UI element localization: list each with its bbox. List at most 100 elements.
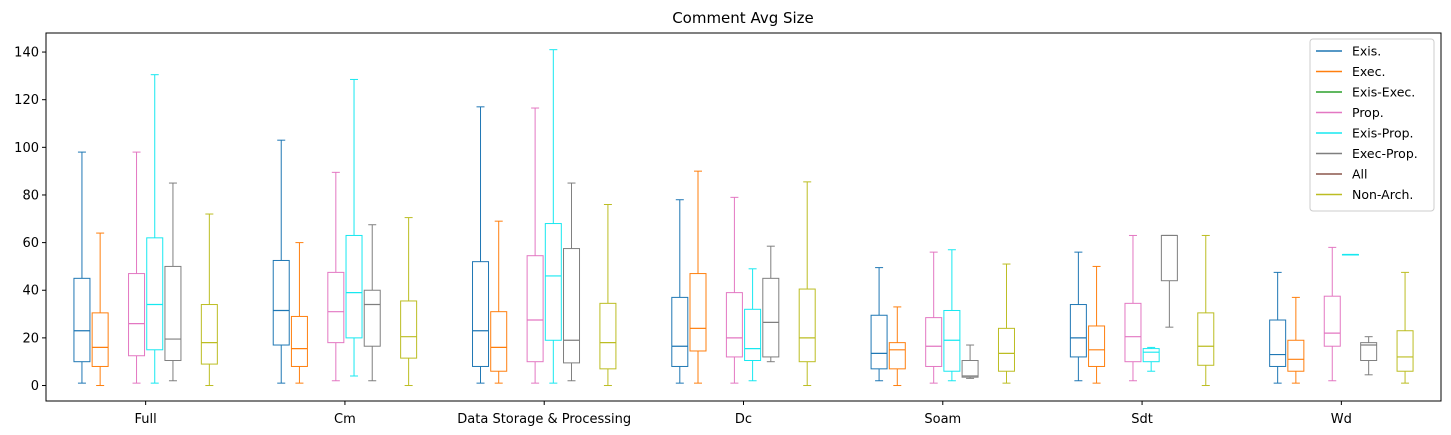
box-4-3 <box>744 268 762 382</box>
box-body <box>327 271 345 344</box>
box-body <box>73 277 91 363</box>
box-3-3 <box>725 196 743 384</box>
y-tick-label: 60 <box>22 236 39 251</box>
box-body <box>128 273 146 357</box>
legend-item: Exis-Exec. <box>1316 85 1415 100</box>
box-0-0 <box>73 151 91 384</box>
legend-item: Exec-Prop. <box>1316 146 1418 161</box>
box-body <box>599 302 617 370</box>
box-4-4 <box>943 249 961 382</box>
box-5-2 <box>563 182 581 382</box>
box-3-5 <box>1124 234 1142 382</box>
box-1-2 <box>490 220 508 384</box>
box-body <box>1088 325 1106 367</box>
box-0-1 <box>272 139 290 384</box>
box-body <box>689 273 707 352</box>
box-5-5 <box>1160 234 1178 328</box>
box-body <box>1124 302 1142 363</box>
legend-frame <box>1309 38 1435 212</box>
x-tick-label: Cm <box>334 412 356 427</box>
box-body <box>961 360 979 378</box>
y-tick-label: 0 <box>31 379 39 394</box>
legend: Exis. Exec. Exis-Exec. Prop. Exis-Prop. Exec-… <box>1309 38 1435 212</box>
y-tick-label: 120 <box>14 93 39 108</box>
y-tick-label: 100 <box>14 141 39 156</box>
box-4-1 <box>345 78 363 377</box>
legend-label: All <box>1352 167 1368 182</box>
box-body <box>1142 348 1160 363</box>
x-tick-label: Dc <box>735 412 752 427</box>
box-body <box>1069 304 1087 358</box>
legend-item: Prop. <box>1316 105 1384 120</box>
box-body <box>725 292 743 358</box>
x-tick-label: Full <box>135 412 157 427</box>
box-0-5 <box>1069 251 1087 382</box>
x-tick-label: Soam <box>924 412 961 427</box>
chart-title: Comment Avg Size <box>672 9 814 27</box>
box-body <box>490 311 508 372</box>
box-5-1 <box>363 224 381 382</box>
box-body <box>798 288 816 363</box>
box-7-1 <box>400 217 418 387</box>
box-1-1 <box>290 242 308 384</box>
x-tick-label: Wd <box>1331 412 1352 427</box>
box-7-5 <box>1197 234 1215 387</box>
box-1-4 <box>888 306 906 387</box>
box-body <box>1323 295 1341 347</box>
box-3-4 <box>925 251 943 384</box>
legend-item: Exis. <box>1316 44 1381 59</box>
axes-frame <box>45 32 1442 402</box>
box-4-0 <box>146 74 164 384</box>
box-body <box>870 314 888 370</box>
legend-label: Non-Arch. <box>1352 187 1413 202</box>
x-tick-label: Sdt <box>1131 412 1153 427</box>
box-body <box>363 289 381 347</box>
box-1-6 <box>1287 296 1305 384</box>
box-body <box>744 308 762 362</box>
box-5-0 <box>164 182 182 382</box>
box-body <box>1287 339 1305 372</box>
box-body <box>472 261 490 367</box>
box-7-0 <box>200 213 218 387</box>
legend-label: Exis-Prop. <box>1352 126 1414 141</box>
box-body <box>345 234 363 339</box>
box-body <box>1360 342 1378 362</box>
box-7-4 <box>997 263 1015 384</box>
box-1-3 <box>689 170 707 384</box>
box-3-0 <box>128 151 146 384</box>
box-body <box>146 237 164 351</box>
legend-item: Non-Arch. <box>1316 187 1413 202</box>
box-3-1 <box>327 171 345 382</box>
box-body <box>997 327 1015 372</box>
box-body <box>526 255 544 363</box>
legend-item: Exis-Prop. <box>1316 126 1414 141</box>
box-body <box>671 296 689 367</box>
box-body <box>1160 234 1178 282</box>
y-tick-label: 40 <box>22 284 39 299</box>
box-7-2 <box>599 203 617 387</box>
box-4-6 <box>1341 253 1359 256</box>
y-tick-label: 80 <box>22 188 39 203</box>
box-body <box>888 342 906 370</box>
legend-item: Exec. <box>1316 64 1385 79</box>
box-body <box>925 317 943 367</box>
x-tick-label: Data Storage & Processing <box>457 412 631 427</box>
legend-item: All <box>1316 167 1368 182</box>
box-5-3 <box>762 245 780 363</box>
legend-label: Exis. <box>1352 44 1381 59</box>
box-body <box>563 248 581 364</box>
box-body <box>200 304 218 365</box>
box-0-4 <box>870 267 888 382</box>
box-body <box>1197 312 1215 366</box>
box-body <box>400 300 418 359</box>
box-body <box>164 265 182 362</box>
box-1-5 <box>1088 265 1106 384</box>
legend-label: Exec. <box>1352 64 1385 79</box>
box-3-2 <box>526 107 544 384</box>
box-0-6 <box>1269 271 1287 384</box>
box-0-3 <box>671 199 689 384</box>
plot-area <box>73 49 1414 387</box>
y-tick-label: 20 <box>22 331 39 346</box>
